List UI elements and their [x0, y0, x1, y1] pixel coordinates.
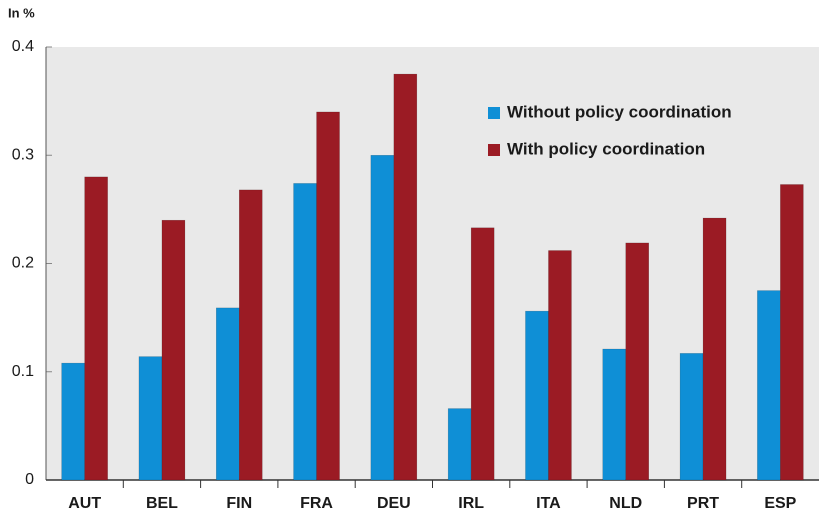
y-tick-label: 0.1 — [12, 363, 34, 380]
bar — [447, 408, 472, 481]
bar — [757, 290, 781, 481]
bar — [393, 73, 418, 481]
bar — [780, 184, 804, 481]
bar — [602, 348, 626, 481]
bar — [548, 250, 572, 481]
x-tick-label: ESP — [764, 495, 796, 512]
bar — [161, 219, 186, 481]
bar — [470, 227, 495, 481]
x-tick-label: NLD — [609, 495, 642, 512]
bar — [84, 176, 108, 481]
x-tick-label: FRA — [300, 495, 333, 512]
bar — [702, 217, 727, 481]
x-tick-label: IRL — [458, 495, 484, 512]
bar — [216, 307, 240, 481]
legend-label: With policy coordination — [507, 139, 705, 158]
bar — [679, 353, 704, 481]
bar — [239, 189, 263, 481]
y-axis-label: In % — [8, 5, 35, 20]
legend-label: Without policy coordination — [507, 102, 732, 121]
y-tick-label: 0.3 — [12, 146, 34, 163]
y-tick-label: 0.2 — [12, 255, 34, 272]
bar — [625, 242, 649, 481]
legend-swatch — [488, 144, 500, 156]
bar — [370, 155, 395, 481]
bar — [138, 356, 163, 481]
bar — [293, 183, 317, 481]
x-tick-label: AUT — [68, 495, 101, 512]
bar — [316, 111, 340, 481]
x-tick-label: DEU — [377, 495, 411, 512]
legend-swatch — [488, 107, 500, 119]
x-tick-label: FIN — [226, 495, 252, 512]
y-tick-label: 0.4 — [12, 38, 34, 55]
bar — [525, 310, 549, 481]
y-tick-label: 0 — [25, 471, 34, 488]
x-tick-label: PRT — [687, 495, 719, 512]
x-tick-label: ITA — [536, 495, 561, 512]
x-tick-label: BEL — [146, 495, 178, 512]
bar — [61, 362, 85, 481]
